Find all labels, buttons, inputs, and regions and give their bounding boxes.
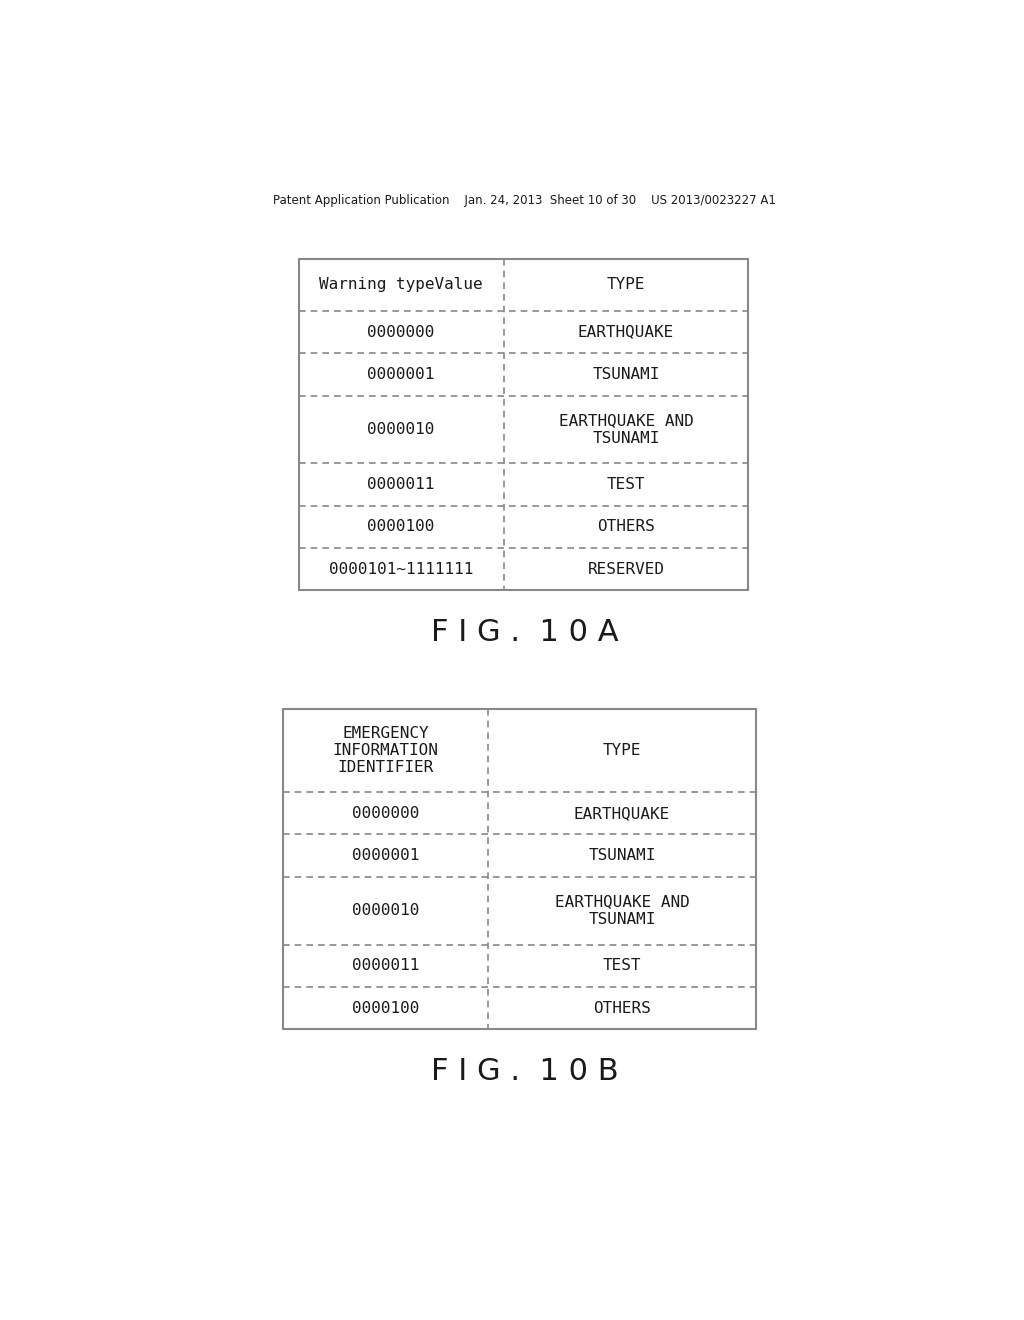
Bar: [283, 709, 756, 1030]
Text: Patent Application Publication    Jan. 24, 2013  Sheet 10 of 30    US 2013/00232: Patent Application Publication Jan. 24, …: [273, 194, 776, 207]
Text: RESERVED: RESERVED: [588, 562, 665, 577]
Text: OTHERS: OTHERS: [597, 519, 654, 535]
Text: TYPE: TYPE: [606, 277, 645, 292]
Text: F I G .  1 0 A: F I G . 1 0 A: [431, 618, 618, 647]
Text: TEST: TEST: [603, 958, 641, 973]
Text: TEST: TEST: [606, 477, 645, 492]
Text: F I G .  1 0 B: F I G . 1 0 B: [431, 1057, 618, 1086]
Text: TSUNAMI: TSUNAMI: [592, 367, 659, 381]
Bar: [299, 259, 748, 590]
Text: 0000100: 0000100: [352, 1001, 420, 1015]
Text: 0000001: 0000001: [368, 367, 435, 381]
Text: 0000001: 0000001: [352, 849, 420, 863]
Text: EMERGENCY
INFORMATION
IDENTIFIER: EMERGENCY INFORMATION IDENTIFIER: [333, 726, 438, 775]
Text: 0000010: 0000010: [368, 422, 435, 437]
Text: EARTHQUAKE AND
TSUNAMI: EARTHQUAKE AND TSUNAMI: [558, 413, 693, 446]
Text: 0000011: 0000011: [352, 958, 420, 973]
Text: 0000010: 0000010: [352, 903, 420, 919]
Text: 0000000: 0000000: [368, 325, 435, 339]
Text: OTHERS: OTHERS: [593, 1001, 651, 1015]
Text: 0000000: 0000000: [352, 805, 420, 821]
Text: Warning typeValue: Warning typeValue: [319, 277, 483, 292]
Text: TSUNAMI: TSUNAMI: [589, 849, 655, 863]
Text: 0000011: 0000011: [368, 477, 435, 492]
Text: TYPE: TYPE: [603, 743, 641, 758]
Text: 0000100: 0000100: [368, 519, 435, 535]
Text: 0000101~1111111: 0000101~1111111: [329, 562, 473, 577]
Text: EARTHQUAKE: EARTHQUAKE: [573, 805, 670, 821]
Text: EARTHQUAKE: EARTHQUAKE: [578, 325, 674, 339]
Text: EARTHQUAKE AND
TSUNAMI: EARTHQUAKE AND TSUNAMI: [555, 895, 689, 927]
